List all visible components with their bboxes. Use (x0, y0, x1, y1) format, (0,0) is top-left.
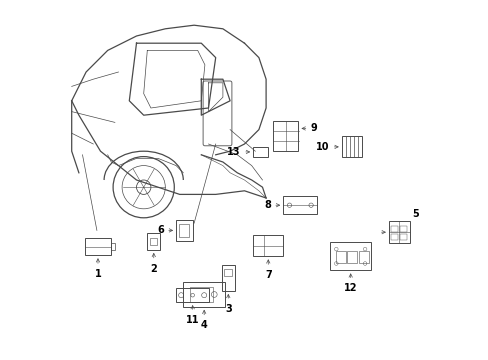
Text: 6: 6 (157, 225, 163, 235)
Bar (253, 235, 283, 256)
Bar (341, 136, 361, 157)
Text: 3: 3 (224, 304, 231, 314)
Text: 11: 11 (185, 315, 199, 325)
Bar (272, 121, 298, 151)
Text: 2: 2 (150, 264, 157, 274)
Bar (399, 226, 406, 232)
Bar (346, 251, 356, 263)
Text: 1: 1 (94, 269, 101, 279)
Bar (253, 147, 268, 157)
Bar (222, 265, 234, 291)
Bar (335, 251, 345, 263)
Bar (150, 238, 157, 245)
Bar (399, 234, 406, 240)
Bar (283, 196, 317, 214)
Bar (358, 251, 368, 263)
Bar (329, 242, 371, 270)
Text: 7: 7 (264, 270, 271, 280)
Text: 4: 4 (201, 320, 207, 330)
Bar (189, 287, 213, 302)
Bar (176, 220, 192, 241)
Bar (390, 234, 397, 240)
Bar (388, 221, 409, 243)
Text: 8: 8 (264, 200, 270, 210)
Bar (183, 282, 225, 307)
Text: 9: 9 (310, 123, 317, 134)
Bar (179, 224, 189, 237)
Text: 13: 13 (227, 147, 241, 157)
Bar (176, 288, 209, 302)
Text: 10: 10 (315, 142, 329, 152)
Bar (224, 269, 232, 276)
Text: 12: 12 (343, 283, 357, 293)
Bar (111, 243, 114, 250)
Bar (85, 238, 111, 255)
Bar (390, 226, 397, 232)
Bar (147, 233, 160, 250)
Text: 5: 5 (411, 209, 418, 219)
